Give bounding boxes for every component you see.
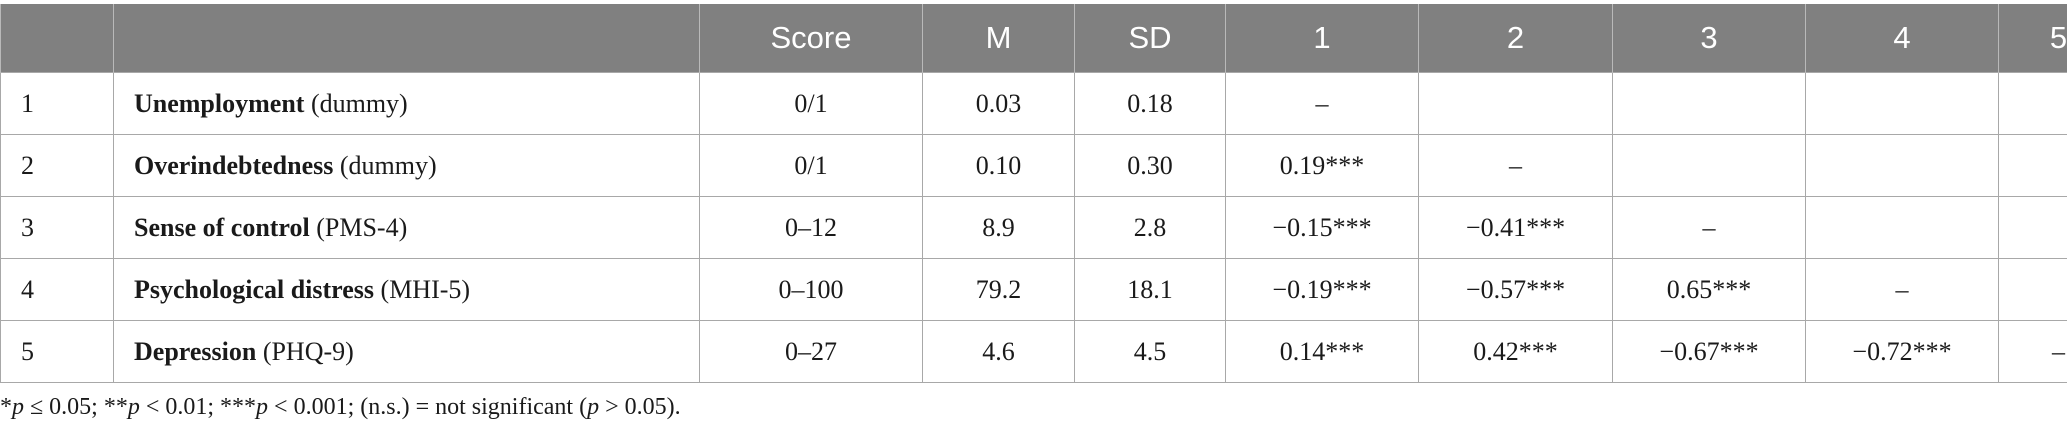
variable-measure: (MHI-5) <box>374 274 471 304</box>
table-row: 1 Unemployment (dummy) 0/1 0.03 0.18 – <box>0 72 2067 135</box>
table-row: 3 Sense of control (PMS-4) 0–12 8.9 2.8 … <box>0 196 2067 259</box>
table-cell: 0.30 <box>1074 134 1226 197</box>
header-cell: 5 <box>1998 4 2067 73</box>
table-cell: −0.41*** <box>1418 196 1613 259</box>
table-cell: – <box>1612 196 1806 259</box>
variable-name: Depression <box>134 336 257 366</box>
variable-cell: Psychological distress (MHI-5) <box>113 258 700 321</box>
correlation-table: Score M SD 1 2 3 4 5 1 Unemployment (dum… <box>0 4 2067 383</box>
table-cell: – <box>1805 258 1999 321</box>
table-row: 4 Psychological distress (MHI-5) 0–100 7… <box>0 258 2067 321</box>
table-cell: 0–12 <box>699 196 923 259</box>
variable-measure: (PMS-4) <box>309 212 408 242</box>
table-cell: 0.42*** <box>1418 320 1613 383</box>
variable-cell: Sense of control (PMS-4) <box>113 196 700 259</box>
table-cell: 0.10 <box>922 134 1075 197</box>
footnote-text: * <box>0 394 12 420</box>
header-cell: 2 <box>1418 4 1613 73</box>
row-number: 4 <box>0 258 114 321</box>
footnote-italic-p: p <box>256 394 269 420</box>
table-cell: 0/1 <box>699 72 923 135</box>
table-cell <box>1805 196 1999 259</box>
footnote-text: ≤ 0.05; ** <box>24 394 128 420</box>
row-number: 1 <box>0 72 114 135</box>
table-footnote: *p ≤ 0.05; **p < 0.01; ***p < 0.001; (n.… <box>0 394 681 421</box>
table-cell: 8.9 <box>922 196 1075 259</box>
table-cell: 2.8 <box>1074 196 1226 259</box>
table-cell: 0–27 <box>699 320 923 383</box>
table-cell <box>1998 258 2067 321</box>
table-cell: −0.15*** <box>1225 196 1419 259</box>
variable-name: Unemployment <box>134 88 305 118</box>
table-cell: 0.19*** <box>1225 134 1419 197</box>
variable-name: Psychological distress <box>134 274 375 304</box>
table-cell: 0.03 <box>922 72 1075 135</box>
table-cell: 0.14*** <box>1225 320 1419 383</box>
table-cell <box>1612 72 1806 135</box>
table-cell: −0.72*** <box>1805 320 1999 383</box>
table-cell: 4.6 <box>922 320 1075 383</box>
header-cell <box>113 4 700 73</box>
table-cell: −0.19*** <box>1225 258 1419 321</box>
table-cell: 79.2 <box>922 258 1075 321</box>
table-header-row: Score M SD 1 2 3 4 5 <box>0 4 2067 73</box>
variable-name: Sense of control <box>134 212 310 242</box>
footnote-text: > 0.05). <box>599 394 681 420</box>
header-cell: Score <box>699 4 923 73</box>
table-cell: – <box>1418 134 1613 197</box>
header-cell <box>0 4 114 73</box>
table-cell <box>1998 134 2067 197</box>
variable-cell: Overindebtedness (dummy) <box>113 134 700 197</box>
variable-measure: (dummy) <box>333 150 437 180</box>
row-number: 3 <box>0 196 114 259</box>
footnote-text: < 0.001; (n.s.) = not significant ( <box>268 394 588 420</box>
header-cell: 4 <box>1805 4 1999 73</box>
table-row: 5 Depression (PHQ-9) 0–27 4.6 4.5 0.14**… <box>0 320 2067 383</box>
header-cell: SD <box>1074 4 1226 73</box>
table-cell: – <box>1225 72 1419 135</box>
table-cell <box>1612 134 1806 197</box>
table-cell <box>1418 72 1613 135</box>
row-number: 5 <box>0 320 114 383</box>
table-cell: −0.67*** <box>1612 320 1806 383</box>
table-cell <box>1998 72 2067 135</box>
table-cell: 4.5 <box>1074 320 1226 383</box>
table-cell: 0.65*** <box>1612 258 1806 321</box>
footnote-italic-p: p <box>587 394 600 420</box>
table-cell <box>1805 134 1999 197</box>
footnote-text: < 0.01; *** <box>139 394 257 420</box>
variable-measure: (PHQ-9) <box>256 336 354 366</box>
table-cell: 0–100 <box>699 258 923 321</box>
variable-cell: Depression (PHQ-9) <box>113 320 700 383</box>
table-cell: 0.18 <box>1074 72 1226 135</box>
variable-cell: Unemployment (dummy) <box>113 72 700 135</box>
table-cell: 18.1 <box>1074 258 1226 321</box>
row-number: 2 <box>0 134 114 197</box>
variable-name: Overindebtedness <box>134 150 334 180</box>
table-cell: – <box>1998 320 2067 383</box>
header-cell: M <box>922 4 1075 73</box>
table-cell <box>1805 72 1999 135</box>
header-cell: 3 <box>1612 4 1806 73</box>
header-cell: 1 <box>1225 4 1419 73</box>
table-row: 2 Overindebtedness (dummy) 0/1 0.10 0.30… <box>0 134 2067 197</box>
footnote-italic-p: p <box>12 394 24 420</box>
footnote-italic-p: p <box>127 394 140 420</box>
table-cell: 0/1 <box>699 134 923 197</box>
table-cell <box>1998 196 2067 259</box>
variable-measure: (dummy) <box>304 88 408 118</box>
table-cell: −0.57*** <box>1418 258 1613 321</box>
